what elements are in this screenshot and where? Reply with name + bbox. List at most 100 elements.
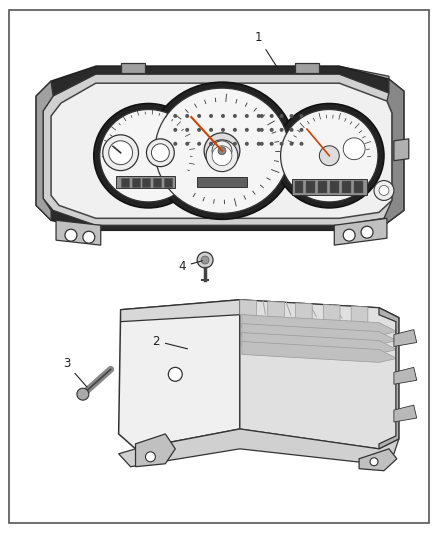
Ellipse shape [94,103,203,208]
Circle shape [260,114,264,118]
Polygon shape [394,367,417,384]
Circle shape [279,128,283,132]
Polygon shape [164,177,172,187]
Circle shape [173,128,177,132]
Polygon shape [242,342,397,362]
Text: 1: 1 [255,31,278,69]
Circle shape [173,142,177,146]
Circle shape [233,128,237,132]
Circle shape [204,133,240,168]
Ellipse shape [281,109,378,202]
Circle shape [212,141,232,160]
Circle shape [83,231,95,243]
Circle shape [197,128,201,132]
Circle shape [221,114,225,118]
Circle shape [185,128,189,132]
Circle shape [218,147,226,155]
Polygon shape [294,63,319,73]
Circle shape [260,128,264,132]
Circle shape [300,114,304,118]
Polygon shape [120,63,145,73]
Circle shape [270,114,274,118]
Polygon shape [119,429,399,467]
Circle shape [201,256,209,264]
Circle shape [221,142,225,146]
Circle shape [245,142,249,146]
Polygon shape [330,181,339,193]
Polygon shape [120,300,399,325]
Circle shape [209,142,213,146]
Polygon shape [394,405,417,422]
Circle shape [173,114,177,118]
Polygon shape [384,79,404,225]
Polygon shape [318,181,327,193]
Circle shape [290,128,293,132]
Circle shape [270,142,274,146]
Text: 3: 3 [63,357,87,387]
Polygon shape [36,81,53,220]
Polygon shape [242,333,397,353]
Circle shape [319,146,339,166]
Polygon shape [36,66,404,230]
Circle shape [343,229,355,241]
Ellipse shape [275,103,384,208]
Circle shape [197,142,201,146]
Circle shape [290,142,293,146]
Text: 2: 2 [152,335,187,349]
Ellipse shape [155,88,289,213]
Polygon shape [240,300,257,316]
Circle shape [197,114,201,118]
Polygon shape [379,308,399,449]
Circle shape [270,128,274,132]
Polygon shape [294,181,304,193]
Polygon shape [153,177,161,187]
Circle shape [257,142,261,146]
Circle shape [146,139,174,167]
Circle shape [374,181,394,200]
Polygon shape [354,181,363,193]
Circle shape [233,142,237,146]
Circle shape [109,141,133,165]
Polygon shape [119,300,240,449]
Circle shape [103,135,138,171]
Polygon shape [394,139,409,160]
Polygon shape [43,74,399,225]
Circle shape [221,128,225,132]
Circle shape [65,229,77,241]
Circle shape [370,458,378,466]
Circle shape [185,114,189,118]
Circle shape [245,128,249,132]
Circle shape [212,146,232,166]
Circle shape [185,142,189,146]
Polygon shape [296,303,312,320]
Polygon shape [56,220,101,245]
Text: 4: 4 [178,260,202,273]
Circle shape [152,144,170,161]
Polygon shape [351,306,368,324]
Polygon shape [142,177,150,187]
Circle shape [279,114,283,118]
Ellipse shape [148,82,296,219]
Polygon shape [307,181,315,193]
Polygon shape [96,66,389,86]
Polygon shape [394,329,417,346]
Polygon shape [116,175,175,189]
Polygon shape [197,176,247,187]
Polygon shape [242,324,397,344]
Polygon shape [268,301,284,318]
Circle shape [206,140,238,172]
Circle shape [257,128,261,132]
Circle shape [290,114,293,118]
Polygon shape [135,434,175,467]
Circle shape [279,142,283,146]
Circle shape [77,388,89,400]
Circle shape [168,367,182,381]
Polygon shape [51,83,392,219]
Polygon shape [323,304,340,322]
Polygon shape [342,181,351,193]
Circle shape [300,128,304,132]
Circle shape [257,114,261,118]
Circle shape [260,142,264,146]
Polygon shape [240,300,399,449]
Polygon shape [131,177,140,187]
